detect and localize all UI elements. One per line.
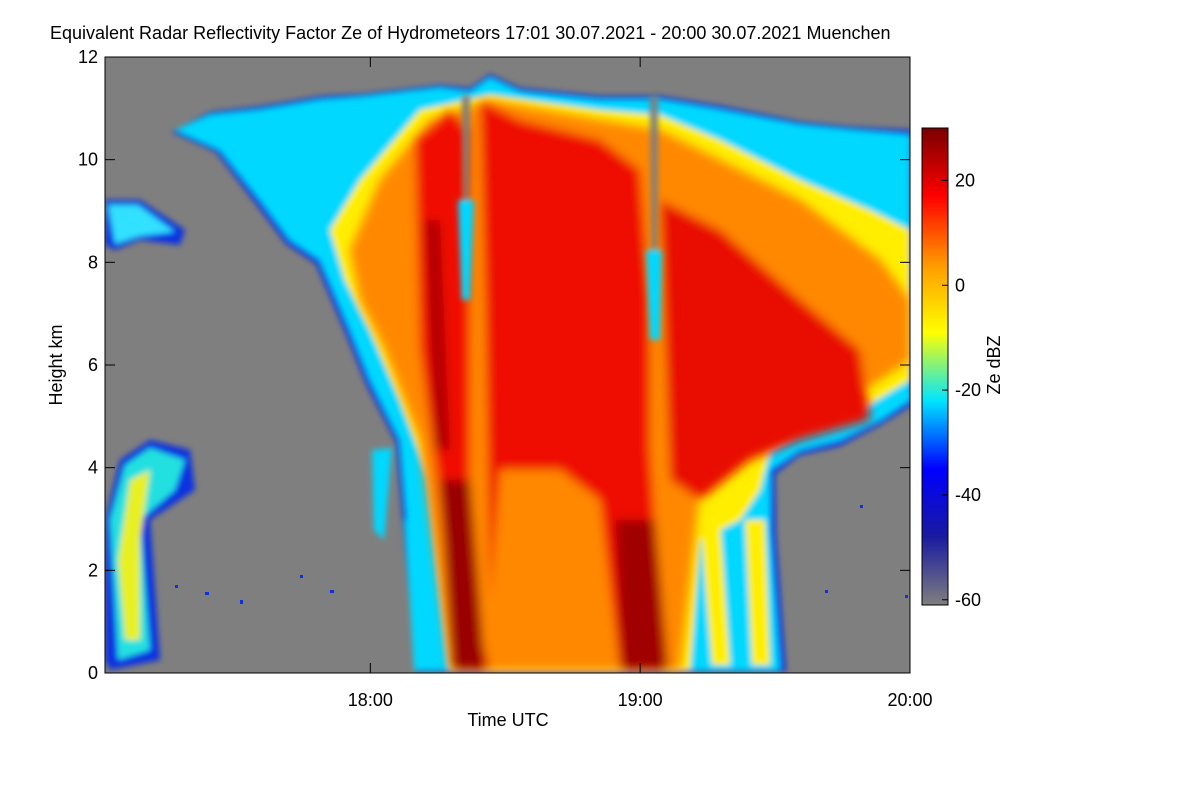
x-tick-label: 20:00 (887, 690, 932, 710)
x-tick-label: 19:00 (618, 690, 663, 710)
y-axis-label: Height km (46, 324, 66, 405)
axes: 18:00 19:00 20:00 0 2 4 6 8 10 12 -60 -40 -20 0 20 (78, 47, 981, 710)
y-tick-label: 6 (88, 355, 98, 375)
x-axis-label: Time UTC (467, 710, 548, 730)
y-tick-label: 4 (88, 458, 98, 478)
colorbar (921, 127, 949, 606)
colorbar-tick-label: 20 (955, 170, 975, 190)
y-tick-label: 8 (88, 252, 98, 272)
colorbar-tick-label: -60 (955, 590, 981, 610)
colorbar-tick-label: -20 (955, 380, 981, 400)
chart-title: Equivalent Radar Reflectivity Factor Ze … (50, 23, 891, 43)
y-tick-label: 0 (88, 663, 98, 683)
y-tick-label: 12 (78, 47, 98, 67)
colorbar-label: Ze dBZ (984, 335, 1004, 394)
colorbar-tick-label: 0 (955, 275, 965, 295)
reflectivity-field (105, 57, 910, 673)
colorbar-tick-label: -40 (955, 485, 981, 505)
y-tick-label: 2 (88, 560, 98, 580)
y-tick-label: 10 (78, 150, 98, 170)
x-tick-label: 18:00 (348, 690, 393, 710)
